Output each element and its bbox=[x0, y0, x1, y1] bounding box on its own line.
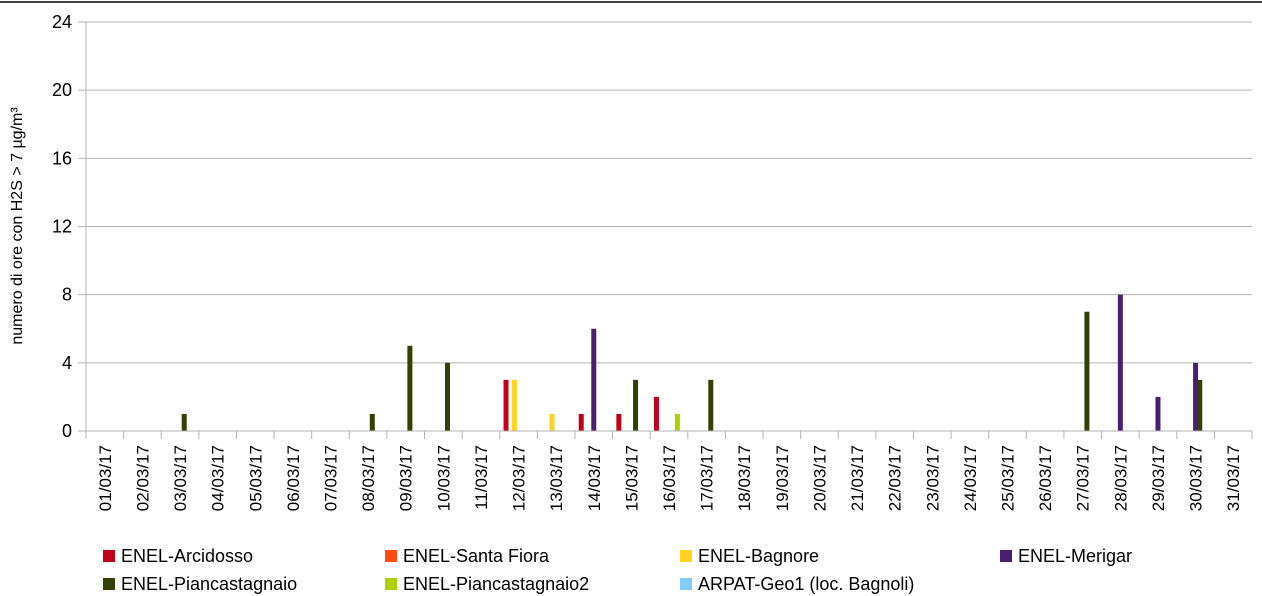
x-tick-label: 31/03/17 bbox=[1224, 445, 1243, 511]
x-tick-label: 28/03/17 bbox=[1111, 445, 1130, 511]
bar-enel-piancastagnaio-09-03-17 bbox=[407, 345, 413, 431]
legend-item: ENEL-Piancastagnaio2 bbox=[385, 574, 589, 594]
legend-item: ENEL-Santa Fiora bbox=[385, 546, 549, 566]
y-tick-label: 4 bbox=[62, 353, 72, 373]
legend-label: ENEL-Arcidosso bbox=[121, 546, 254, 566]
legend-item: ARPAT-Geo1 (loc. Bagnoli) bbox=[680, 574, 914, 594]
bar-enel-piancastagnaio-10-03-17 bbox=[445, 362, 451, 431]
y-tick-label: 0 bbox=[62, 421, 72, 441]
x-tick-label: 08/03/17 bbox=[359, 445, 378, 511]
x-tick-label: 06/03/17 bbox=[284, 445, 303, 511]
x-tick-label: 30/03/17 bbox=[1187, 445, 1206, 511]
bar-enel-piancastagnaio-08-03-17 bbox=[369, 413, 375, 431]
x-tick-label: 20/03/17 bbox=[810, 445, 829, 511]
bar-enel-merigar-29-03-17 bbox=[1155, 396, 1161, 431]
bar-enel-merigar-30-03-17 bbox=[1193, 362, 1199, 431]
y-tick-label: 20 bbox=[52, 80, 72, 100]
legend-label: ENEL-Bagnore bbox=[698, 546, 820, 566]
gridlines bbox=[86, 21, 1252, 432]
legend-swatch bbox=[103, 578, 115, 590]
legend-label: ENEL-Merigar bbox=[1018, 546, 1133, 566]
legend-item: ENEL-Piancastagnaio bbox=[103, 574, 297, 594]
x-tick-label: 04/03/17 bbox=[209, 445, 228, 511]
legend-swatch bbox=[103, 550, 115, 562]
x-tick-label: 17/03/17 bbox=[698, 445, 717, 511]
bar-enel-bagnore-12-03-17 bbox=[511, 379, 517, 431]
x-tick-label: 24/03/17 bbox=[961, 445, 980, 511]
x-tick-label: 29/03/17 bbox=[1149, 445, 1168, 511]
x-tick-label: 05/03/17 bbox=[246, 445, 265, 511]
bar-enel-bagnore-13-03-17 bbox=[549, 413, 555, 431]
y-tick-label: 8 bbox=[62, 285, 72, 305]
bar-enel-merigar-14-03-17 bbox=[591, 328, 597, 431]
x-tick-label: 22/03/17 bbox=[886, 445, 905, 511]
bars bbox=[181, 294, 1203, 431]
y-tick-label: 12 bbox=[52, 217, 72, 237]
bar-enel-piancastagnaio-03-03-17 bbox=[181, 413, 187, 431]
bar-enel-piancastagnaio-15-03-17 bbox=[633, 379, 639, 431]
bar-enel-merigar-28-03-17 bbox=[1117, 294, 1123, 431]
x-tick-label: 11/03/17 bbox=[472, 445, 491, 510]
legend-label: ENEL-Piancastagnaio2 bbox=[403, 574, 590, 594]
bar-enel-piancastagnaio-27-03-17 bbox=[1084, 311, 1090, 431]
x-tick-label: 18/03/17 bbox=[735, 445, 754, 511]
bar-enel-arcidosso-15-03-17 bbox=[616, 413, 622, 431]
legend-swatch bbox=[680, 578, 692, 590]
x-tick-label: 14/03/17 bbox=[585, 445, 604, 511]
x-tick-label: 13/03/17 bbox=[547, 445, 566, 511]
x-tick-label: 23/03/17 bbox=[923, 445, 942, 511]
x-tick-label: 27/03/17 bbox=[1074, 445, 1093, 511]
legend-swatch bbox=[680, 550, 692, 562]
bar-enel-piancastagnaio-30-03-17 bbox=[1197, 379, 1203, 431]
y-axis-label: numero di ore con H2S > 7 µg/m³ bbox=[9, 107, 26, 345]
x-tick-label: 19/03/17 bbox=[773, 445, 792, 511]
x-tick-label: 26/03/17 bbox=[1036, 445, 1055, 511]
bar-enel-piancastagnaio2-16-03-17 bbox=[674, 413, 680, 431]
x-tick-label: 07/03/17 bbox=[321, 445, 340, 511]
legend-item: ENEL-Arcidosso bbox=[103, 546, 253, 566]
y-tick-label: 16 bbox=[52, 148, 72, 168]
legend-label: ARPAT-Geo1 (loc. Bagnoli) bbox=[698, 574, 915, 594]
legend-label: ENEL-Santa Fiora bbox=[403, 546, 550, 566]
bar-enel-piancastagnaio-17-03-17 bbox=[708, 379, 714, 431]
legend-swatch bbox=[385, 550, 397, 562]
x-tick-label: 15/03/17 bbox=[622, 445, 641, 511]
x-tick-label: 09/03/17 bbox=[397, 445, 416, 511]
y-tick-label: 24 bbox=[52, 12, 72, 32]
x-tick-label: 10/03/17 bbox=[434, 445, 453, 511]
x-tick-label: 21/03/17 bbox=[848, 445, 867, 511]
legend-label: ENEL-Piancastagnaio bbox=[121, 574, 298, 594]
axes: 0 4 8 12 16 20 24 01/03/17 02/03/17 03/03/17 04/03… bbox=[52, 12, 1253, 511]
legend-swatch bbox=[385, 578, 397, 590]
x-tick-label: 16/03/17 bbox=[660, 445, 679, 511]
legend-item: ENEL-Bagnore bbox=[680, 546, 819, 566]
x-tick-label: 03/03/17 bbox=[171, 445, 190, 511]
legend-item: ENEL-Merigar bbox=[1000, 546, 1132, 566]
bar-enel-arcidosso-14-03-17 bbox=[578, 413, 584, 431]
x-tick-label: 12/03/17 bbox=[510, 445, 529, 511]
legend-swatch bbox=[1000, 550, 1012, 562]
bar-enel-arcidosso-16-03-17 bbox=[653, 396, 659, 431]
bar-enel-arcidosso-12-03-17 bbox=[503, 379, 509, 431]
x-tick-label: 01/03/17 bbox=[96, 445, 115, 511]
x-tick-label: 25/03/17 bbox=[999, 445, 1018, 511]
x-tick-label: 02/03/17 bbox=[133, 445, 152, 511]
